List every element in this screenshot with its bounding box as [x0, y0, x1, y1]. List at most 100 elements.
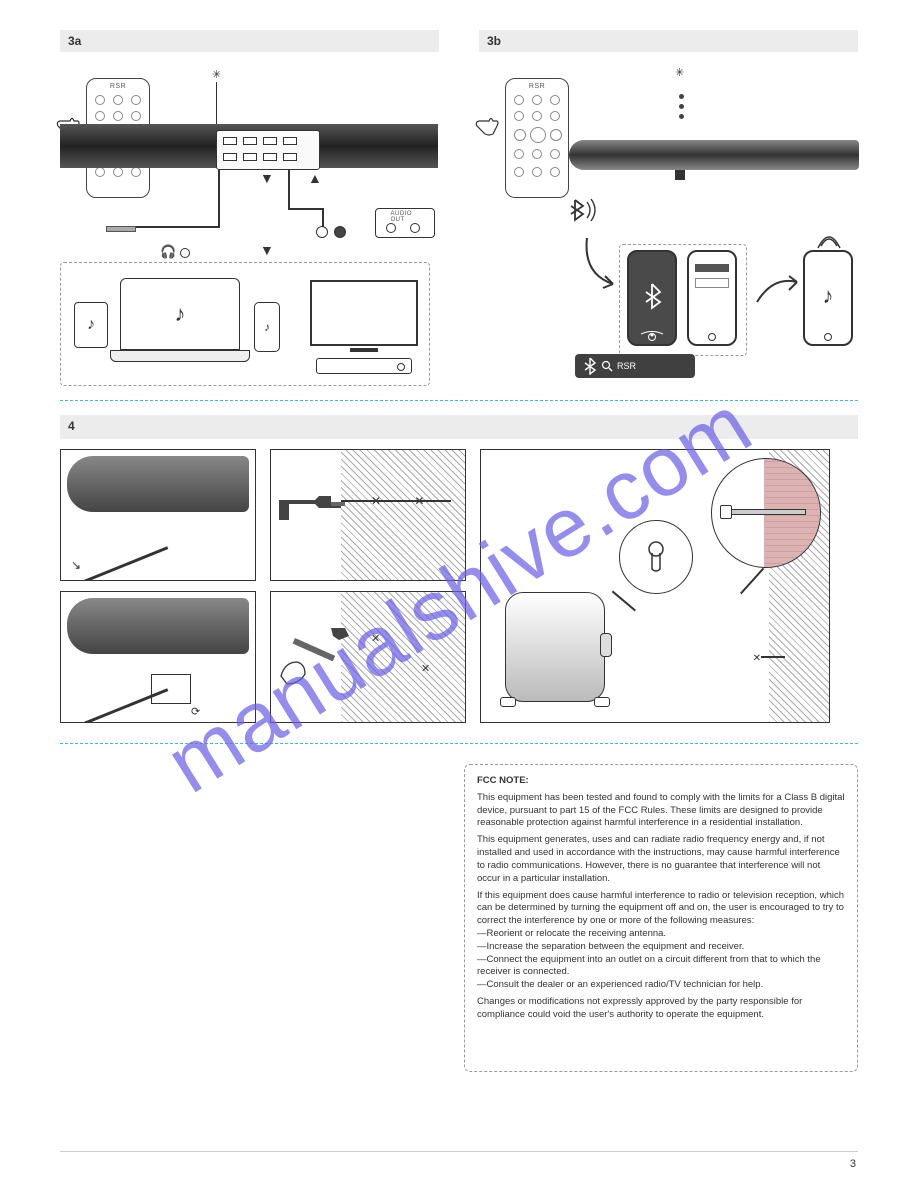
fcc-paragraph: If this equipment does cause harmful int…: [477, 890, 845, 928]
soundbar-foot: [675, 170, 685, 180]
section-divider: [60, 400, 858, 401]
wall-panel-hammer: ✕ ✕: [270, 591, 466, 723]
led-dot: [679, 94, 684, 99]
fcc-paragraph: This equipment generates, uses and can r…: [477, 834, 845, 885]
phone-bt-settings-icon: [627, 250, 677, 346]
phone-device-list-icon: [687, 250, 737, 346]
led-indicator-icon: ✳: [212, 68, 221, 81]
remote-button: [532, 167, 542, 177]
fcc-measure: —Increase the separation between the equ…: [477, 941, 845, 954]
port: [223, 137, 237, 145]
port: [263, 153, 277, 161]
port: [263, 137, 277, 145]
wall-panel-mount-sub: ✕: [480, 449, 830, 723]
led-dot: [679, 114, 684, 119]
bottom-row: FCC NOTE: This equipment has been tested…: [60, 758, 858, 1072]
remote-button: [113, 111, 123, 121]
wall-panel-drill: ✕ ✕: [270, 449, 466, 581]
port: [283, 153, 297, 161]
remote-button: [131, 111, 141, 121]
rca-jack-icon: [386, 223, 396, 233]
drill-icon: [275, 486, 345, 535]
cable: [132, 226, 220, 228]
wall-mount-row: ↘ ⟳ ✕ ✕ ✕ ✕: [60, 449, 858, 723]
keyhole-callout: [619, 520, 693, 594]
aux-port-icon: [180, 248, 190, 258]
block-3a-header: 3a: [60, 30, 439, 52]
led-indicator-icon: ✳: [675, 66, 684, 79]
bt-search-label: RSR: [617, 361, 636, 371]
laptop-screen-icon: [120, 278, 240, 350]
fcc-measure: —Reorient or relocate the receiving ante…: [477, 928, 845, 941]
phone-playing-icon: ♪: [803, 250, 853, 346]
diagram-3b: RSR ✳: [479, 58, 858, 386]
page-number: 3: [850, 1158, 856, 1170]
wall-panel-attach-bracket: ⟳: [60, 591, 256, 723]
subwoofer-icon: [505, 592, 605, 702]
bt-search-badge: RSR: [575, 354, 695, 378]
cable: [322, 208, 324, 228]
remote-button: [514, 149, 524, 159]
remote-control: RSR: [505, 78, 569, 198]
fcc-footer: Changes or modifications not expressly a…: [477, 996, 845, 1022]
fcc-paragraph: This equipment has been tested and found…: [477, 792, 845, 830]
phone-device-icon: [254, 302, 280, 352]
port: [283, 137, 297, 145]
hammer-icon: [275, 622, 365, 697]
remote-button: [95, 167, 105, 177]
cable: [288, 208, 322, 210]
rca-jack-icon: [410, 223, 420, 233]
arrow-up-icon: ▲: [308, 170, 322, 186]
remote-brand-label: RSR: [529, 83, 545, 90]
port: [243, 137, 257, 145]
block-3a: 3a RSR: [60, 30, 439, 386]
led-dot: [679, 104, 684, 109]
rca-plug-icon: [316, 226, 328, 238]
footer-rule: [60, 1151, 858, 1152]
rca-plug-icon: [334, 226, 346, 238]
wall-anchor-callout: [711, 458, 821, 568]
cable: [288, 170, 290, 208]
fcc-measure: —Connect the equipment into an outlet on…: [477, 954, 845, 980]
remote-button: [131, 167, 141, 177]
wall-panel-remove-foot: ↘: [60, 449, 256, 581]
wall-screw-icon: [761, 656, 785, 658]
arrow-curve-icon: [753, 272, 803, 317]
headphone-icon: 🎧: [160, 244, 176, 260]
led-line: [216, 82, 217, 126]
tv-stand-icon: [350, 348, 378, 352]
remote-button: [514, 129, 526, 141]
cable: [218, 170, 220, 228]
remote-button: [514, 95, 524, 105]
block-3b-header: 3b: [479, 30, 858, 52]
block-3b: 3b RSR: [479, 30, 858, 386]
rear-panel: [216, 130, 320, 170]
remote-button: [532, 149, 542, 159]
port: [223, 153, 237, 161]
tablet-device-icon: [74, 302, 108, 348]
soundbar-body: [569, 140, 859, 170]
remote-button: [514, 111, 524, 121]
wall-mount-header: 4: [60, 415, 858, 439]
remote-button: [113, 167, 123, 177]
remote-brand-label: RSR: [110, 83, 126, 90]
fcc-measure: —Consult the dealer or an experienced ra…: [477, 979, 845, 992]
tv-device-icon: [310, 280, 418, 346]
remote-button: [113, 95, 123, 105]
bluetooth-icon: [569, 196, 603, 230]
remote-button: [550, 149, 560, 159]
port: [243, 153, 257, 161]
aux-jack-icon: [106, 226, 136, 232]
remote-button: [550, 129, 562, 141]
audio-out-label: AUDIO OUT: [391, 211, 420, 223]
remote-button: [550, 111, 560, 121]
section-divider: [60, 743, 858, 744]
remote-button: [530, 127, 546, 143]
fcc-notice-box: FCC NOTE: This equipment has been tested…: [464, 764, 858, 1072]
remote-button: [550, 167, 560, 177]
arrow-down-icon: ▼: [260, 170, 274, 186]
fcc-title: FCC NOTE:: [477, 775, 845, 788]
remote-button: [550, 95, 560, 105]
spec-area: [60, 758, 434, 1072]
remote-button: [532, 95, 542, 105]
